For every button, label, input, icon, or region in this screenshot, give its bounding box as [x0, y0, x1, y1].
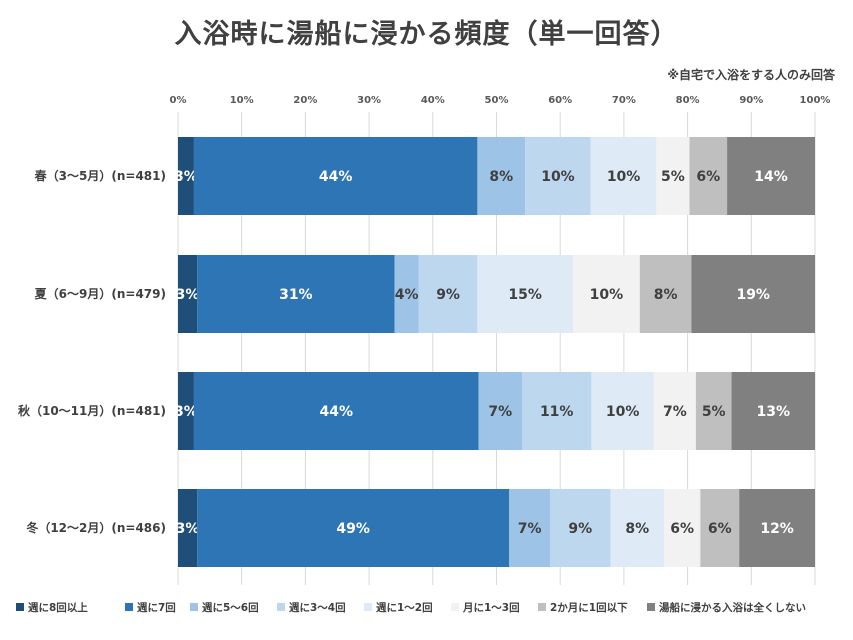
data-label: 14% — [754, 169, 788, 185]
bar-segment — [521, 372, 592, 450]
data-label: 10% — [607, 169, 641, 185]
data-label: 44% — [319, 169, 353, 185]
data-label: 44% — [320, 404, 354, 420]
bar-segment — [727, 137, 815, 215]
bar-segment — [590, 137, 657, 215]
category-label: 冬（12〜2月）(n=486) — [26, 520, 166, 535]
data-label: 19% — [736, 287, 770, 303]
legend-swatch — [647, 603, 655, 611]
data-label: 15% — [508, 287, 542, 303]
data-label: 12% — [760, 521, 794, 537]
data-label: 6% — [708, 521, 732, 537]
bar-segment — [418, 255, 478, 333]
data-label: 3% — [176, 287, 200, 303]
legend-swatch — [125, 603, 133, 611]
legend-label: 週に5〜6回 — [202, 602, 259, 614]
data-label: 7% — [518, 521, 542, 537]
data-label: 5% — [702, 404, 726, 420]
legend-label: 週に8回以上 — [28, 601, 88, 614]
bar-segment — [178, 137, 194, 215]
legend-swatch — [364, 603, 372, 611]
category-label: 夏（6〜9月）(n=479) — [35, 286, 166, 301]
data-label: 7% — [663, 404, 687, 420]
bar-segment — [664, 489, 701, 567]
bar-segment — [509, 489, 551, 567]
x-tick-label: 40% — [421, 95, 445, 106]
x-tick-label: 70% — [612, 95, 636, 106]
data-label: 49% — [336, 521, 370, 537]
x-tick-label: 30% — [357, 95, 381, 106]
legend-swatch — [451, 603, 459, 611]
bar-segment — [731, 372, 815, 450]
bar-segment — [610, 489, 665, 567]
bar-segment — [178, 489, 198, 567]
legend-label: 週に1〜2回 — [376, 602, 433, 614]
bar-segment — [178, 372, 194, 450]
bar-segment — [689, 137, 728, 215]
bar-segment — [193, 137, 478, 215]
x-tick-label: 80% — [676, 95, 700, 106]
data-label: 6% — [696, 169, 720, 185]
data-label: 10% — [541, 169, 575, 185]
legend-swatch — [277, 603, 285, 611]
data-label: 3% — [176, 521, 200, 537]
bar-segment — [477, 255, 573, 333]
bar-segment — [197, 489, 510, 567]
x-tick-label: 60% — [548, 95, 572, 106]
data-label: 9% — [568, 521, 592, 537]
data-label: 11% — [540, 404, 574, 420]
legend-swatch — [16, 603, 24, 611]
legend-swatch — [190, 603, 198, 611]
bar-segment — [591, 372, 654, 450]
bar-segment — [691, 255, 815, 333]
x-tick-label: 50% — [485, 95, 509, 106]
data-label: 13% — [757, 404, 791, 420]
data-label: 8% — [489, 169, 513, 185]
category-label: 春（3〜5月）(n=481) — [34, 168, 166, 183]
bar-segment — [639, 255, 692, 333]
bar-segment — [193, 372, 479, 450]
bar-segment — [700, 489, 740, 567]
legend-label: 月に1〜3回 — [462, 602, 520, 614]
data-label: 10% — [606, 404, 640, 420]
data-label: 8% — [625, 521, 649, 537]
data-label: 8% — [654, 287, 678, 303]
bar-segment — [653, 372, 696, 450]
data-label: 6% — [670, 521, 694, 537]
data-label: 5% — [661, 169, 685, 185]
data-label: 10% — [590, 287, 624, 303]
bar-segment — [197, 255, 395, 333]
bar-segment — [572, 255, 640, 333]
x-tick-label: 20% — [293, 95, 317, 106]
data-label: 3% — [174, 169, 198, 185]
bar-segment — [178, 255, 198, 333]
legend-swatch — [538, 603, 546, 611]
x-tick-label: 0% — [170, 95, 187, 106]
x-tick-label: 10% — [230, 95, 254, 106]
bar-segment — [477, 137, 526, 215]
bar-segment — [739, 489, 815, 567]
chart-title: 入浴時に湯船に浸かる頻度（単一回答） — [174, 19, 679, 50]
bar-segment — [695, 372, 732, 450]
bar-segment — [550, 489, 611, 567]
bar-segment — [478, 372, 522, 450]
legend-label: 週に7回 — [137, 602, 176, 614]
data-label: 9% — [436, 287, 460, 303]
legend-label: 週に3〜4回 — [289, 602, 346, 614]
x-tick-label: 100% — [800, 95, 831, 106]
bar-segment — [656, 137, 690, 215]
bar-segment — [525, 137, 591, 215]
bar-segment — [394, 255, 419, 333]
legend-label: 湯船に浸かる入浴は全くしない — [659, 601, 806, 614]
data-label: 31% — [279, 287, 313, 303]
category-label: 秋（10〜11月）(n=481) — [18, 403, 166, 418]
x-tick-label: 90% — [739, 95, 763, 106]
chart-note: ※自宅で入浴をする人のみ回答 — [667, 68, 835, 82]
data-label: 3% — [174, 404, 198, 420]
legend-label: 2か月に1回以下 — [550, 602, 628, 614]
data-label: 7% — [488, 404, 512, 420]
data-label: 4% — [395, 287, 419, 303]
